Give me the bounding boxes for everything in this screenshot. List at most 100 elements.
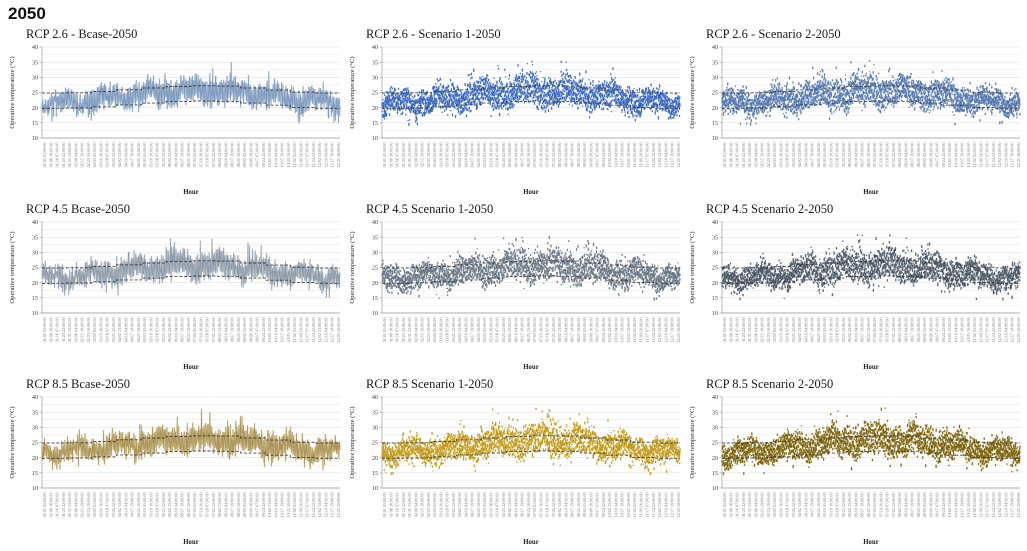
x-tick-label: 12/25 10:00:00 [676, 318, 681, 343]
x-tick-label: 08/02 13:00:00 [217, 318, 222, 343]
y-tick-label: 10 [712, 135, 718, 142]
x-tick-label: 01/01 01:00:00 [382, 143, 387, 168]
x-tick-label: 05/03 01:00:00 [482, 318, 487, 343]
x-tick-label: 12/10 04:00:00 [1004, 493, 1009, 518]
y-tick-label: 25 [372, 265, 378, 272]
y-tick-label: 20 [372, 280, 378, 287]
y-tick-label: 10 [712, 310, 718, 317]
x-tick-label: 06/25 10:00:00 [866, 143, 871, 168]
x-tick-label: 03/10 16:00:00 [98, 493, 103, 518]
x-tick-label: 01/08 16:00:00 [48, 493, 53, 518]
x-tick-label: 08/17 19:00:00 [230, 493, 235, 518]
x-tick-label: 05/25 22:00:00 [841, 493, 846, 518]
x-tick-label: 01/31 13:00:00 [407, 143, 412, 168]
x-tick-label: 10/02 13:00:00 [267, 143, 272, 168]
y-tick-label: 10 [32, 135, 38, 142]
x-tick-label: 05/03 01:00:00 [482, 143, 487, 168]
x-tick-label: 05/18 07:00:00 [155, 493, 160, 518]
x-tick-label: 12/17 19:00:00 [330, 493, 335, 518]
x-tick-label: 12/10 04:00:00 [1004, 143, 1009, 168]
y-tick-label: 10 [372, 310, 378, 317]
x-tick-label: 02/23 10:00:00 [86, 318, 91, 343]
x-tick-label: 09/24 22:00:00 [261, 493, 266, 518]
plot-area: 10 15 20 25 30 35 40 Operative temperature (°C)… [9, 394, 341, 546]
y-axis-label: Operative temperature (°C) [689, 231, 696, 303]
x-tick-label: 04/17 19:00:00 [130, 318, 135, 343]
x-tick-label: 11/09 16:00:00 [299, 318, 304, 343]
y-tick-label: 20 [372, 455, 378, 462]
plot-area: 10 15 20 25 30 35 40 Operative temperature (°C)… [349, 394, 681, 546]
x-tick-label: 03/03 01:00:00 [432, 493, 437, 518]
chart-cell-8: RCP 8.5 Scenario 1-2050 10 15 20 25 30 35 40 Ope… [346, 376, 686, 551]
y-tick-label: 35 [712, 59, 718, 66]
x-tick-label: 04/17 19:00:00 [130, 143, 135, 168]
x-tick-label: 10/10 04:00:00 [273, 143, 278, 168]
x-tick-label: 11/24 22:00:00 [991, 493, 996, 518]
y-tick-label: 25 [712, 90, 718, 97]
x-tick-label: 11/09 16:00:00 [979, 493, 984, 518]
x-axis-label: Hour [523, 364, 538, 371]
y-axis-label: Operative temperature (°C) [349, 406, 356, 478]
x-tick-label: 11/24 22:00:00 [311, 318, 316, 343]
x-tick-label: 10/17 19:00:00 [620, 318, 625, 343]
chart-cell-6: RCP 4.5 Scenario 2-2050 10 15 20 25 30 35 40 Ope… [686, 201, 1026, 376]
x-tick-label: 11/02 01:00:00 [972, 493, 977, 518]
x-tick-label: 05/25 22:00:00 [841, 143, 846, 168]
x-tick-label: 05/10 16:00:00 [148, 493, 153, 518]
x-tick-label: 04/02 13:00:00 [117, 493, 122, 518]
series-cloud [721, 407, 1021, 475]
x-tick-label: 06/02 13:00:00 [167, 318, 172, 343]
x-tick-label: 01/01 01:00:00 [382, 493, 387, 518]
x-tick-label: 05/18 07:00:00 [835, 493, 840, 518]
x-tick-label: 07/03 01:00:00 [872, 143, 877, 168]
x-tick-label: 01/31 13:00:00 [407, 318, 412, 343]
x-tick-label: 01/31 13:00:00 [747, 143, 752, 168]
x-tick-label: 03/25 22:00:00 [451, 493, 456, 518]
x-tick-label: 04/25 10:00:00 [816, 493, 821, 518]
x-tick-label: 02/08 04:00:00 [413, 493, 418, 518]
y-tick-label: 15 [372, 120, 378, 127]
x-tick-label: 04/17 19:00:00 [470, 493, 475, 518]
x-tick-label: 08/17 19:00:00 [910, 318, 915, 343]
x-tick-label: 04/17 19:00:00 [470, 318, 475, 343]
y-tick-label: 20 [712, 280, 718, 287]
x-tick-label: 12/17 19:00:00 [330, 143, 335, 168]
x-tick-label: 08/10 04:00:00 [563, 318, 568, 343]
x-tick-label: 08/02 13:00:00 [217, 143, 222, 168]
x-tick-label: 09/17 07:00:00 [255, 143, 260, 168]
x-tick-label: 05/03 01:00:00 [822, 143, 827, 168]
x-tick-label: 10/25 10:00:00 [966, 143, 971, 168]
x-tick-label: 03/18 07:00:00 [105, 143, 110, 168]
x-tick-label: 03/25 22:00:00 [451, 318, 456, 343]
x-tick-label: 10/02 13:00:00 [607, 143, 612, 168]
x-tick-label: 07/25 22:00:00 [211, 493, 216, 518]
x-tick-label: 11/24 22:00:00 [311, 493, 316, 518]
y-tick-label: 15 [712, 120, 718, 127]
y-tick-label: 15 [372, 295, 378, 302]
x-tick-label: 06/17 19:00:00 [180, 493, 185, 518]
x-tick-label: 04/10 04:00:00 [803, 493, 808, 518]
x-tick-label: 04/10 04:00:00 [803, 143, 808, 168]
y-tick-label: 15 [32, 295, 38, 302]
x-tick-label: 03/03 01:00:00 [772, 143, 777, 168]
comfort-lower-line [382, 100, 680, 109]
x-tick-label: 08/17 19:00:00 [230, 143, 235, 168]
x-tick-label: 06/02 13:00:00 [507, 493, 512, 518]
x-tick-label: 08/02 13:00:00 [897, 318, 902, 343]
x-tick-label: 03/18 07:00:00 [785, 143, 790, 168]
x-tick-label: 01/01 01:00:00 [42, 143, 47, 168]
x-tick-label: 08/17 19:00:00 [570, 143, 575, 168]
x-tick-label: 03/18 07:00:00 [445, 143, 450, 168]
x-tick-label: 10/25 10:00:00 [626, 318, 631, 343]
x-tick-label: 06/10 04:00:00 [513, 318, 518, 343]
x-tick-label: 01/23 22:00:00 [61, 143, 66, 168]
x-tick-label: 08/02 13:00:00 [557, 143, 562, 168]
x-tick-label: 07/18 07:00:00 [205, 493, 210, 518]
x-tick-label: 09/24 22:00:00 [941, 493, 946, 518]
x-tick-label: 01/01 01:00:00 [42, 318, 47, 343]
x-tick-label: 05/18 07:00:00 [835, 318, 840, 343]
x-tick-label: 11/17 07:00:00 [985, 318, 990, 343]
x-tick-label: 04/02 13:00:00 [457, 143, 462, 168]
chart-title: RCP 2.6 - Scenario 1-2050 [366, 27, 501, 41]
y-tick-label: 15 [32, 120, 38, 127]
